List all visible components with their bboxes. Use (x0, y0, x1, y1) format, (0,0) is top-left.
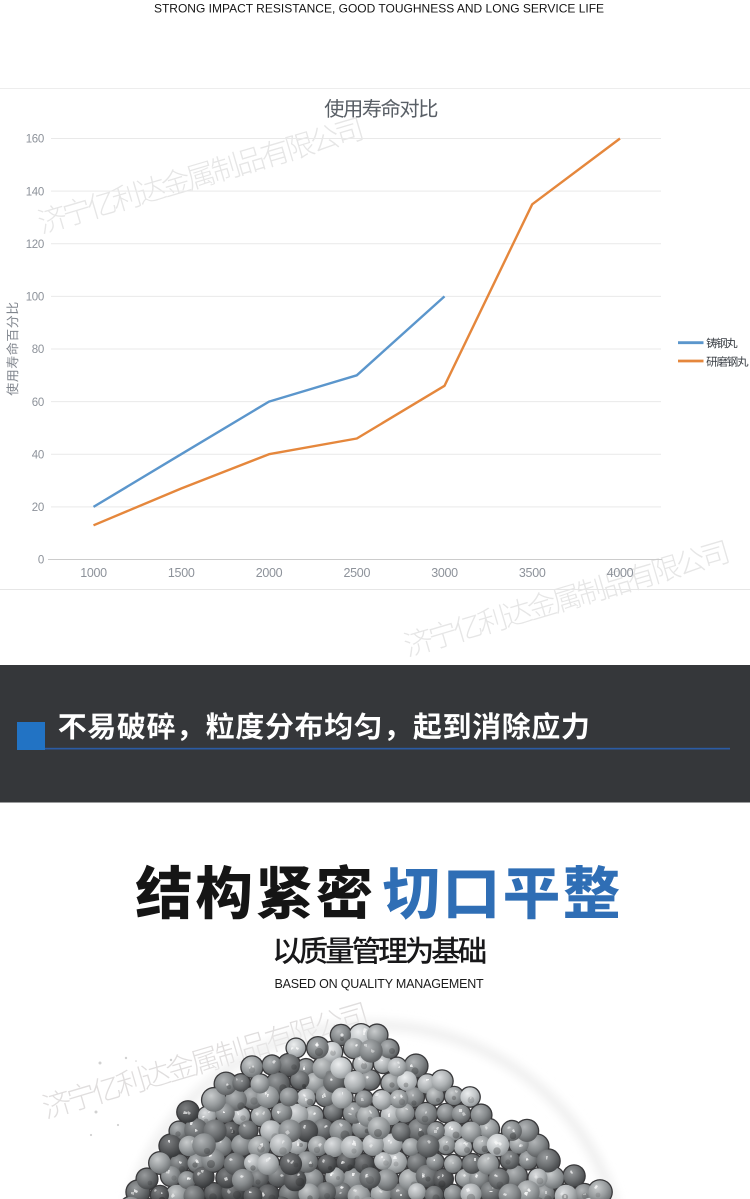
svg-text:1500: 1500 (168, 566, 195, 580)
svg-text:2500: 2500 (343, 566, 370, 580)
svg-text:160: 160 (26, 134, 44, 146)
svg-text:STRONG IMPACT RESISTANCE, GOOD: STRONG IMPACT RESISTANCE, GOOD TOUGHNESS… (154, 2, 604, 16)
svg-text:3500: 3500 (519, 566, 546, 580)
svg-text:0: 0 (38, 555, 44, 567)
svg-text:140: 140 (26, 186, 44, 198)
svg-text:100: 100 (26, 292, 44, 304)
svg-text:3000: 3000 (431, 566, 458, 580)
svg-text:20: 20 (32, 502, 44, 514)
svg-text:2000: 2000 (256, 566, 283, 580)
svg-text:80: 80 (32, 344, 44, 356)
svg-text:4000: 4000 (607, 566, 634, 580)
svg-text:BASED ON QUALITY MANAGEMENT: BASED ON QUALITY MANAGEMENT (275, 977, 485, 991)
svg-text:40: 40 (32, 449, 44, 461)
svg-text:120: 120 (26, 239, 44, 251)
svg-text:1000: 1000 (80, 566, 107, 580)
svg-text:60: 60 (32, 397, 44, 409)
